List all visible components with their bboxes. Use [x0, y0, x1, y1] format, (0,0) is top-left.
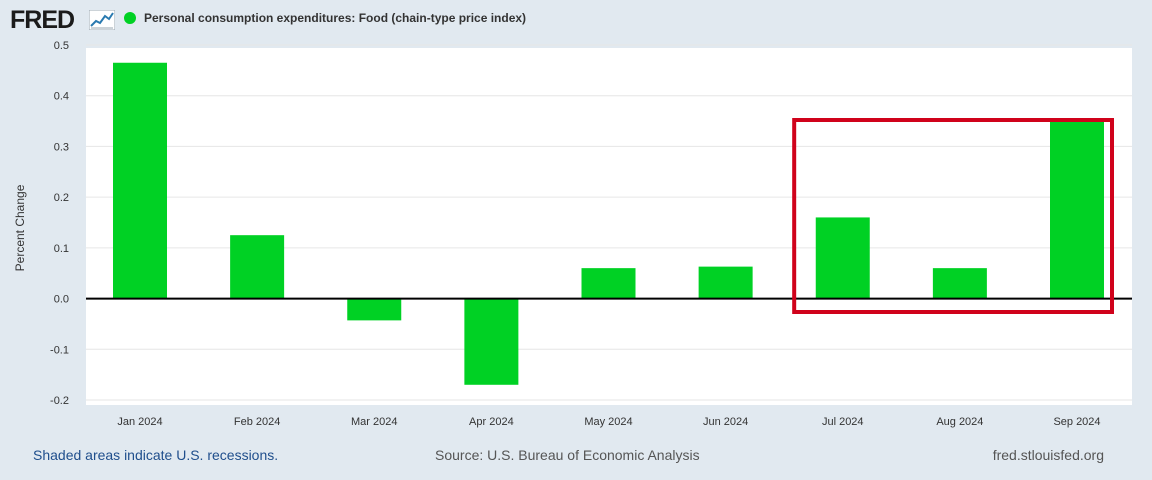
y-axis-ticks: 0.5 0.4 0.3 0.2 0.1 0.0 -0.1 -0.2: [50, 40, 69, 407]
y-tick-label: 0.0: [54, 294, 69, 306]
bar[interactable]: [464, 298, 519, 385]
y-tick-label: 0.4: [54, 91, 69, 103]
bar-chart: 0.5 0.4 0.3 0.2 0.1 0.0 -0.1 -0.2 Jan 2024 Feb 2…: [13, 40, 1132, 428]
source-text: Source: U.S. Bureau of Economic Analysis: [435, 447, 700, 463]
bar[interactable]: [113, 62, 167, 299]
legend-label: Personal consumption expenditures: Food …: [144, 11, 527, 25]
bars: [113, 62, 1104, 385]
y-tick-label: 0.3: [54, 141, 69, 153]
x-tick-label: Sep 2024: [1053, 416, 1100, 428]
y-tick-label: 0.1: [54, 243, 69, 255]
bar[interactable]: [815, 217, 870, 299]
chart-header: FRED Personal consumption expenditures: …: [0, 0, 1152, 40]
bar[interactable]: [230, 235, 285, 299]
x-tick-label: May 2024: [584, 416, 632, 428]
legend-marker: [124, 12, 136, 24]
x-tick-label: Mar 2024: [351, 416, 397, 428]
y-tick-label: 0.2: [54, 192, 69, 204]
bar[interactable]: [581, 268, 636, 299]
y-axis-label: Percent Change: [13, 184, 27, 271]
y-tick-label: -0.1: [50, 344, 69, 356]
x-tick-label: Jun 2024: [703, 416, 748, 428]
gridlines: [86, 44, 1132, 401]
fred-logo[interactable]: FRED: [10, 6, 75, 34]
bar[interactable]: [347, 298, 402, 321]
bar[interactable]: [932, 268, 987, 299]
recession-note-link[interactable]: Shaded areas indicate U.S. recessions.: [33, 447, 279, 463]
y-tick-label: 0.5: [54, 40, 69, 52]
x-tick-label: Apr 2024: [469, 416, 514, 428]
x-axis-ticks: Jan 2024 Feb 2024 Mar 2024 Apr 2024 May 2024…: [117, 416, 1100, 428]
y-tick-label: -0.2: [50, 395, 69, 407]
highlight-box: [792, 118, 1114, 314]
bar[interactable]: [1050, 121, 1104, 299]
x-tick-label: Jul 2024: [822, 416, 864, 428]
plot-area: [86, 48, 1132, 405]
bar[interactable]: [698, 266, 753, 299]
line-chart-icon: [89, 10, 115, 30]
legend[interactable]: Personal consumption expenditures: Food …: [124, 11, 526, 25]
x-tick-label: Aug 2024: [936, 416, 983, 428]
site-link[interactable]: fred.stlouisfed.org: [992, 447, 1104, 463]
x-tick-label: Feb 2024: [234, 416, 280, 428]
x-tick-label: Jan 2024: [117, 416, 162, 428]
